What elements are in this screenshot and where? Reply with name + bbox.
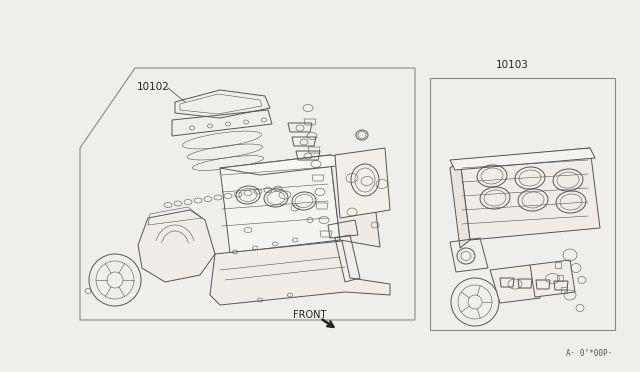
Text: 10102: 10102 (137, 82, 170, 92)
Bar (430, 78, 615, 330)
Polygon shape (530, 260, 575, 297)
Polygon shape (450, 160, 470, 248)
Polygon shape (450, 148, 595, 170)
Polygon shape (220, 155, 340, 253)
Polygon shape (335, 148, 390, 218)
Polygon shape (220, 155, 370, 175)
Text: FRONT: FRONT (293, 310, 326, 320)
Polygon shape (490, 265, 540, 303)
Polygon shape (210, 241, 390, 305)
Polygon shape (138, 210, 215, 282)
Text: A· 0’*00P·: A· 0’*00P· (566, 349, 612, 358)
Polygon shape (330, 155, 380, 247)
Polygon shape (460, 148, 600, 240)
Text: 10103: 10103 (495, 60, 529, 70)
